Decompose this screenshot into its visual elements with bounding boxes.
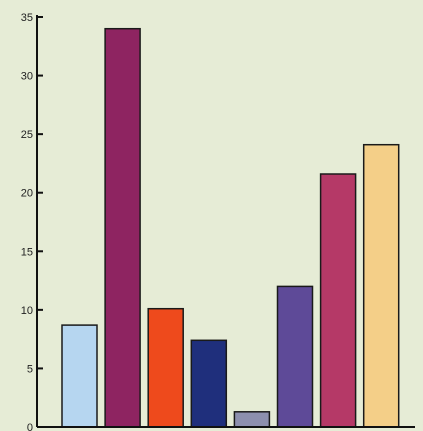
bar-4 — [190, 339, 228, 428]
bar-2 — [104, 27, 141, 428]
y-tick-label-20: 20 — [21, 188, 33, 200]
y-tick-label-15: 15 — [21, 246, 33, 258]
bar-6 — [276, 285, 314, 428]
y-tick-label-5: 5 — [27, 363, 33, 375]
y-tick-label-0: 0 — [27, 422, 33, 431]
y-tick-label-10: 10 — [21, 305, 33, 317]
bar-5 — [233, 411, 271, 428]
bar-7 — [319, 173, 357, 428]
y-tick-label-35: 35 — [21, 12, 33, 24]
bar-1 — [61, 324, 98, 428]
y-tick-label-25: 25 — [21, 129, 33, 141]
y-tick-label-30: 30 — [21, 71, 33, 83]
bar-8 — [362, 143, 400, 428]
bar-3 — [147, 307, 184, 428]
